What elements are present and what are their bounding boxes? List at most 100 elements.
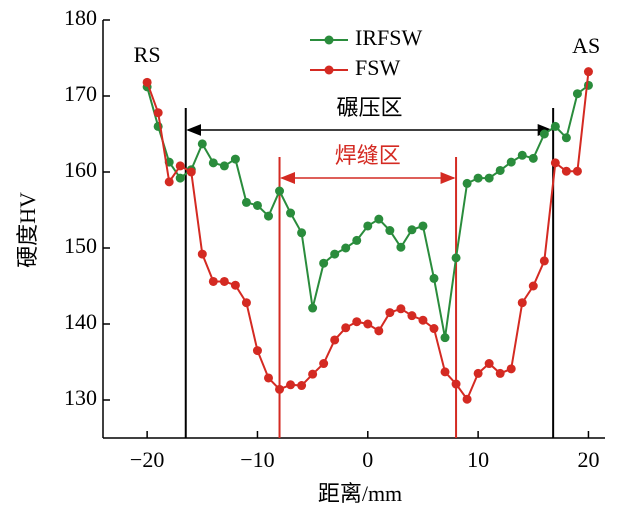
data-point bbox=[418, 221, 428, 231]
data-point bbox=[341, 243, 351, 253]
data-point bbox=[252, 346, 262, 356]
data-point bbox=[374, 326, 384, 336]
data-point bbox=[363, 221, 373, 231]
data-point bbox=[451, 379, 461, 389]
data-point bbox=[219, 161, 229, 171]
data-point bbox=[263, 211, 273, 221]
y-tick-label: 130 bbox=[64, 385, 97, 410]
data-point bbox=[517, 298, 527, 308]
data-point bbox=[517, 150, 527, 160]
x-tick-label: 20 bbox=[577, 447, 599, 472]
region-label: 碾压区 bbox=[336, 95, 402, 120]
annotation: RS bbox=[134, 42, 161, 67]
data-point bbox=[572, 89, 582, 99]
data-point bbox=[429, 273, 439, 283]
data-point bbox=[440, 367, 450, 377]
data-point bbox=[484, 173, 494, 183]
data-point bbox=[252, 200, 262, 210]
data-point bbox=[275, 186, 285, 196]
y-tick-label: 180 bbox=[64, 5, 97, 30]
data-point bbox=[175, 173, 185, 183]
legend-marker bbox=[324, 65, 334, 75]
data-point bbox=[561, 166, 571, 176]
series-line bbox=[146, 71, 590, 402]
data-point bbox=[484, 359, 494, 369]
data-point bbox=[319, 359, 329, 369]
data-point bbox=[175, 161, 185, 171]
data-point bbox=[219, 276, 229, 286]
x-axis-label: 距离/mm bbox=[318, 481, 402, 506]
data-point bbox=[263, 373, 273, 383]
data-point bbox=[352, 317, 362, 327]
data-point bbox=[550, 158, 560, 168]
data-point bbox=[473, 368, 483, 378]
data-point bbox=[363, 319, 373, 329]
data-point bbox=[462, 394, 472, 404]
data-point bbox=[539, 256, 549, 266]
x-tick-label: −10 bbox=[240, 447, 274, 472]
data-point bbox=[583, 67, 593, 77]
data-point bbox=[528, 281, 538, 291]
data-point bbox=[506, 157, 516, 167]
data-point bbox=[473, 173, 483, 183]
data-point bbox=[396, 304, 406, 314]
data-point bbox=[297, 381, 307, 391]
data-point bbox=[197, 139, 207, 149]
data-point bbox=[230, 280, 240, 290]
data-point bbox=[241, 298, 251, 308]
data-point bbox=[440, 333, 450, 343]
y-tick-label: 150 bbox=[64, 233, 97, 258]
data-point bbox=[352, 235, 362, 245]
data-point bbox=[241, 197, 251, 207]
data-point bbox=[208, 276, 218, 286]
data-point bbox=[374, 214, 384, 224]
data-point bbox=[572, 166, 582, 176]
data-point bbox=[297, 228, 307, 238]
data-point bbox=[230, 154, 240, 164]
data-point bbox=[396, 242, 406, 252]
data-point bbox=[407, 311, 417, 321]
data-point bbox=[495, 368, 505, 378]
data-point bbox=[583, 80, 593, 90]
data-point bbox=[418, 315, 428, 325]
data-point bbox=[561, 133, 571, 143]
data-point bbox=[495, 165, 505, 175]
data-point bbox=[142, 77, 152, 87]
data-point bbox=[330, 335, 340, 345]
data-point bbox=[186, 167, 196, 177]
data-point bbox=[451, 253, 461, 263]
annotation: AS bbox=[572, 33, 600, 58]
data-point bbox=[330, 249, 340, 259]
x-tick-label: 10 bbox=[467, 447, 489, 472]
data-point bbox=[275, 384, 285, 394]
y-tick-label: 160 bbox=[64, 157, 97, 182]
data-point bbox=[462, 178, 472, 188]
data-point bbox=[429, 324, 439, 334]
data-point bbox=[385, 308, 395, 318]
data-point bbox=[164, 177, 174, 187]
data-point bbox=[308, 303, 318, 313]
y-tick-label: 140 bbox=[64, 309, 97, 334]
data-point bbox=[153, 108, 163, 118]
data-point bbox=[506, 364, 516, 374]
y-axis-label: 硬度HV bbox=[15, 192, 40, 268]
legend-label: FSW bbox=[355, 55, 400, 80]
data-point bbox=[539, 129, 549, 139]
data-point bbox=[286, 208, 296, 218]
x-tick-label: −20 bbox=[130, 447, 164, 472]
x-tick-label: 0 bbox=[362, 447, 373, 472]
data-point bbox=[407, 225, 417, 235]
data-point bbox=[341, 323, 351, 333]
data-point bbox=[550, 121, 560, 131]
region-label: 焊缝区 bbox=[335, 143, 401, 168]
data-point bbox=[208, 158, 218, 168]
legend-label: IRFSW bbox=[355, 25, 422, 50]
y-tick-label: 170 bbox=[64, 81, 97, 106]
data-point bbox=[528, 153, 538, 163]
data-point bbox=[286, 380, 296, 390]
data-point bbox=[197, 249, 207, 259]
data-point bbox=[319, 258, 329, 268]
data-point bbox=[308, 369, 318, 379]
data-point bbox=[385, 226, 395, 236]
